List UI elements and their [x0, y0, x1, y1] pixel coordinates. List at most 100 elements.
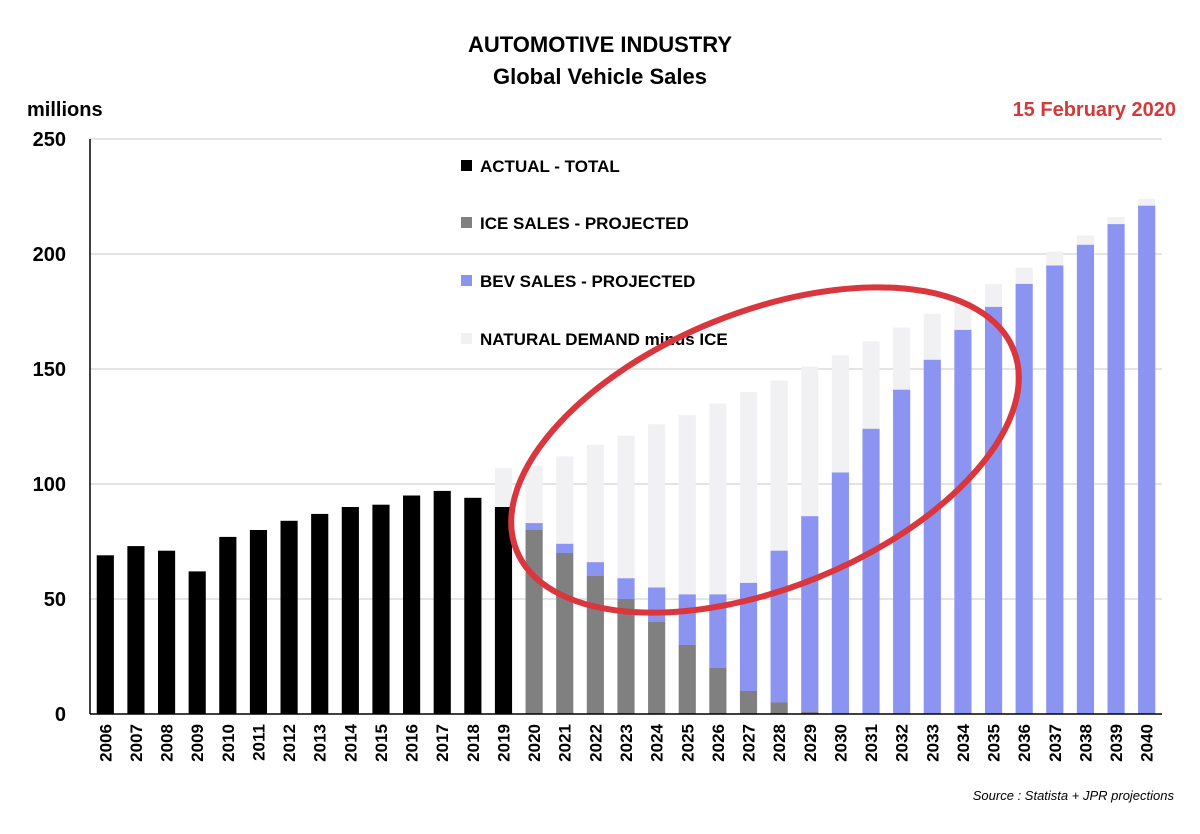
bar-actual-total — [157, 550, 176, 714]
bar-bev-projected — [586, 562, 604, 576]
x-tick-label: 2029 — [801, 724, 820, 762]
x-tick-label: 2014 — [341, 723, 360, 761]
x-axis-ticks: 2006 2007 2008 2009 2010 2011 2012 2013 2014 2015… — [96, 723, 1156, 761]
x-tick-label: 2025 — [678, 724, 697, 762]
bar-actual-total — [188, 571, 206, 714]
x-tick-label: 2028 — [770, 724, 789, 762]
legend-label-bev: BEV SALES - PROJECTED — [480, 272, 695, 291]
bar-bev-projected — [862, 428, 880, 714]
x-tick-label: 2016 — [403, 724, 422, 762]
legend-swatch-natural — [461, 333, 472, 344]
y-tick-label: 250 — [33, 129, 66, 151]
bar-ice-projected — [617, 599, 635, 714]
x-tick-label: 2022 — [586, 724, 605, 762]
x-tick-label: 2026 — [709, 724, 728, 762]
bar-ice-projected — [525, 530, 543, 714]
x-tick-label: 2027 — [740, 724, 759, 762]
bar-bev-projected — [1107, 224, 1125, 714]
x-tick-label: 2021 — [556, 724, 575, 762]
bar-ice-projected — [739, 691, 758, 714]
source-note: Source : Statista + JPR projections — [973, 788, 1175, 803]
legend-label-ice: ICE SALES - PROJECTED — [480, 214, 689, 233]
x-tick-label: 2034 — [954, 723, 973, 761]
bars — [96, 198, 1156, 715]
y-axis-label: millions — [27, 99, 103, 121]
bar-bev-projected — [678, 594, 696, 645]
y-tick-label: 0 — [55, 704, 66, 726]
legend: ACTUAL - TOTAL ICE SALES - PROJECTED BEV S… — [461, 157, 728, 349]
y-tick-label: 150 — [33, 359, 66, 381]
x-tick-label: 2009 — [188, 724, 207, 762]
bar-bev-projected — [556, 543, 574, 553]
axes — [89, 139, 1162, 715]
legend-label-actual: ACTUAL - TOTAL — [480, 157, 620, 176]
y-axis-ticks: 0 50 100 150 200 250 — [33, 129, 66, 726]
x-tick-label: 2033 — [923, 724, 942, 762]
x-tick-label: 2020 — [525, 724, 544, 762]
bar-actual-total — [372, 504, 390, 714]
bar-actual-total — [464, 497, 482, 714]
x-tick-label: 2035 — [985, 724, 1004, 762]
x-tick-label: 2011 — [249, 724, 268, 761]
x-tick-label: 2010 — [219, 724, 238, 762]
x-tick-label: 2040 — [1138, 724, 1157, 762]
x-tick-label: 2018 — [464, 724, 483, 762]
bar-actual-total — [433, 490, 451, 714]
bar-actual-total — [341, 507, 359, 714]
bar-bev-projected — [1138, 205, 1156, 714]
x-tick-label: 2030 — [831, 724, 850, 762]
x-tick-label: 2008 — [158, 724, 177, 762]
bar-bev-projected — [709, 594, 727, 668]
x-tick-label: 2031 — [862, 724, 881, 762]
bar-bev-projected — [739, 582, 758, 691]
x-tick-label: 2012 — [280, 724, 299, 762]
x-tick-label: 2039 — [1107, 724, 1126, 762]
bar-bev-projected — [648, 587, 666, 622]
x-tick-label: 2017 — [433, 724, 452, 762]
bar-actual-total — [403, 495, 421, 714]
bar-bev-projected — [984, 306, 1003, 714]
x-tick-label: 2019 — [494, 724, 513, 762]
bar-actual-total — [311, 513, 329, 714]
bar-ice-projected — [770, 702, 788, 714]
x-tick-label: 2015 — [372, 724, 391, 762]
chart-title: AUTOMOTIVE INDUSTRY — [468, 32, 732, 57]
bar-bev-projected — [954, 329, 972, 714]
x-tick-label: 2006 — [96, 724, 115, 762]
bar-bev-projected — [831, 472, 849, 714]
bar-actual-total — [494, 507, 513, 714]
bar-bev-projected — [1046, 265, 1064, 714]
bar-ice-projected — [556, 553, 574, 714]
bar-actual-total — [127, 546, 145, 714]
x-tick-label: 2037 — [1046, 724, 1065, 762]
x-tick-label: 2024 — [648, 723, 667, 761]
bar-ice-projected — [801, 711, 819, 714]
bar-bev-projected — [525, 523, 543, 530]
bar-bev-projected — [923, 359, 941, 714]
y-tick-label: 200 — [33, 244, 66, 266]
y-tick-label: 100 — [33, 474, 66, 496]
bar-actual-total — [219, 536, 237, 714]
bar-actual-total — [280, 520, 298, 714]
legend-swatch-ice — [461, 217, 472, 228]
x-tick-label: 2013 — [311, 724, 330, 762]
bar-ice-projected — [678, 645, 696, 714]
x-tick-label: 2007 — [127, 724, 146, 762]
bar-ice-projected — [709, 668, 727, 714]
bar-actual-total — [96, 555, 114, 714]
bar-bev-projected — [770, 550, 788, 703]
bar-bev-projected — [1015, 283, 1033, 714]
annotation — [508, 284, 1022, 616]
bar-ice-projected — [648, 622, 666, 714]
chart-subtitle: Global Vehicle Sales — [493, 64, 707, 89]
x-tick-label: 2023 — [617, 724, 636, 762]
bar-bev-projected — [893, 389, 911, 714]
bar-bev-projected — [617, 578, 635, 599]
bar-bev-projected — [1076, 244, 1095, 715]
legend-swatch-bev — [461, 275, 472, 286]
legend-swatch-actual — [461, 160, 472, 171]
y-tick-label: 50 — [44, 589, 66, 611]
x-tick-label: 2038 — [1076, 724, 1095, 762]
bar-bev-projected — [801, 516, 819, 712]
